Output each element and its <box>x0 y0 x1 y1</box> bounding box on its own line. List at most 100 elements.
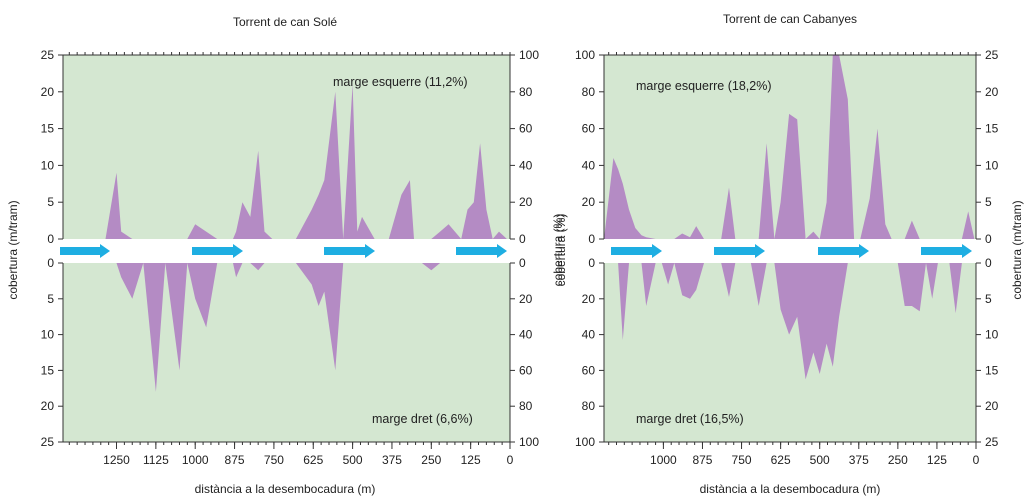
x-tick-label: 625 <box>303 453 323 467</box>
x-tick-label: 875 <box>225 453 245 467</box>
flow-arrow-icon <box>714 244 765 258</box>
x-tick-label: 125 <box>461 453 481 467</box>
y-tick-label-right: 25 <box>985 48 999 62</box>
y-tick-label-left: 40 <box>582 328 596 342</box>
upper-area <box>81 84 507 240</box>
y-tick-label-left: 100 <box>575 48 595 62</box>
chart-can-cabanyes: Torrent de can Cabanyes 1000 875 750 625 500… <box>551 12 1024 496</box>
x-tick-label: 750 <box>732 453 752 467</box>
flow-arrows <box>60 244 507 258</box>
annotation-upper: marge esquerre (11,2%) <box>333 75 468 89</box>
x-tick-label: 0 <box>507 453 514 467</box>
y-tick-label-right: 20 <box>985 399 999 413</box>
y-tick-label-right: 100 <box>519 48 539 62</box>
y-tick-label-left: 80 <box>582 85 596 99</box>
y-tick-label-left: 40 <box>582 158 596 172</box>
y-tick-label-left: 5 <box>47 292 54 306</box>
y-tick-label-right: 60 <box>519 122 533 136</box>
x-tick-label: 500 <box>810 453 830 467</box>
x-tick-label: 125 <box>927 453 947 467</box>
y-tick-label-right: 15 <box>985 122 999 136</box>
y-tick-label-left: 80 <box>582 399 596 413</box>
y-tick-label-right: 100 <box>519 435 539 449</box>
x-tick-label: 250 <box>421 453 441 467</box>
annotation-lower: marge dret (6,6%) <box>372 412 473 426</box>
y-tick-label-left: 25 <box>41 48 55 62</box>
x-tick-label: 1125 <box>143 453 169 467</box>
y-tick-label-right: 0 <box>985 232 992 246</box>
lower-area <box>604 263 975 380</box>
y-tick-label-right: 0 <box>519 232 526 246</box>
y-axis-label-left: cobertura (%) <box>551 214 565 287</box>
y-tick-label-left: 100 <box>575 435 595 449</box>
y-tick-label-left: 0 <box>47 256 54 270</box>
y-tick-label-right: 20 <box>985 85 999 99</box>
annotation-upper: marge esquerre (18,2%) <box>636 79 771 93</box>
flow-arrow-icon <box>456 244 507 258</box>
y-tick-label-left: 20 <box>41 85 55 99</box>
x-tick-label: 625 <box>771 453 791 467</box>
x-tick-label: 500 <box>343 453 363 467</box>
chart-title: Torrent de can Cabanyes <box>723 12 857 26</box>
y-tick-label-left: 20 <box>41 399 55 413</box>
y-tick-label-right: 40 <box>519 328 533 342</box>
y-tick-label-right: 5 <box>985 292 992 306</box>
chart-can-sole: Torrent de can Solé 1250 1125 1000 875 750 62… <box>6 15 568 496</box>
flow-band <box>604 239 976 263</box>
y-tick-label-left: 0 <box>47 232 54 246</box>
upper-area <box>604 55 975 239</box>
y-tick-label-right: 20 <box>519 292 533 306</box>
x-tick-label: 1250 <box>103 453 130 467</box>
flow-arrow-icon <box>611 244 662 258</box>
y-tick-label-right: 10 <box>985 158 999 172</box>
x-tick-label: 1000 <box>182 453 209 467</box>
x-axis-label: distància a la desembocadura (m) <box>700 482 881 496</box>
x-axis-label: distància a la desembocadura (m) <box>195 482 376 496</box>
axes: 1250 1125 1000 875 750 625 500 375 250 125 0005510… <box>41 48 540 467</box>
y-tick-label-left: 20 <box>582 195 596 209</box>
flow-arrow-icon <box>921 244 972 258</box>
axes: 1000 875 750 625 500 375 250 125 000202040406060… <box>575 48 999 467</box>
flow-band <box>63 239 510 263</box>
x-tick-label: 375 <box>849 453 869 467</box>
y-tick-label-left: 25 <box>41 435 55 449</box>
annotation-lower: marge dret (16,5%) <box>636 412 744 426</box>
y-tick-label-left: 10 <box>41 158 55 172</box>
y-tick-label-right: 20 <box>519 195 533 209</box>
y-tick-label-left: 60 <box>582 363 596 377</box>
flow-arrow-icon <box>324 244 375 258</box>
y-tick-label-right: 60 <box>519 363 533 377</box>
y-tick-label-right: 15 <box>985 363 999 377</box>
flow-arrows <box>611 244 972 258</box>
y-tick-label-left: 15 <box>41 122 55 136</box>
y-tick-label-left: 0 <box>588 256 595 270</box>
y-tick-label-right: 5 <box>985 195 992 209</box>
flow-arrow-icon <box>192 244 243 258</box>
x-tick-label: 875 <box>692 453 712 467</box>
x-tick-label: 1000 <box>650 453 677 467</box>
y-tick-label-right: 40 <box>519 158 533 172</box>
y-tick-label-left: 15 <box>41 363 55 377</box>
x-tick-label: 250 <box>888 453 908 467</box>
y-tick-label-right: 25 <box>985 435 999 449</box>
y-tick-label-left: 10 <box>41 328 55 342</box>
y-axis-label-right: cobertura (%) <box>554 214 568 287</box>
y-tick-label-left: 60 <box>582 122 596 136</box>
y-tick-label-left: 0 <box>588 232 595 246</box>
y-tick-label-right: 80 <box>519 399 533 413</box>
y-axis-label-left: cobertura (m/tram) <box>6 200 20 299</box>
y-axis-label-right: cobertura (m/tram) <box>1010 200 1024 299</box>
y-tick-label-right: 80 <box>519 85 533 99</box>
chart-title: Torrent de can Solé <box>233 15 337 29</box>
y-tick-label-right: 10 <box>985 328 999 342</box>
y-tick-label-right: 0 <box>985 256 992 270</box>
y-tick-label-right: 0 <box>519 256 526 270</box>
x-tick-label: 0 <box>973 453 980 467</box>
y-tick-label-left: 5 <box>47 195 54 209</box>
flow-arrow-icon <box>60 244 110 258</box>
lower-area <box>81 263 507 392</box>
x-tick-label: 375 <box>382 453 402 467</box>
flow-arrow-icon <box>818 244 869 258</box>
y-tick-label-left: 20 <box>582 292 596 306</box>
